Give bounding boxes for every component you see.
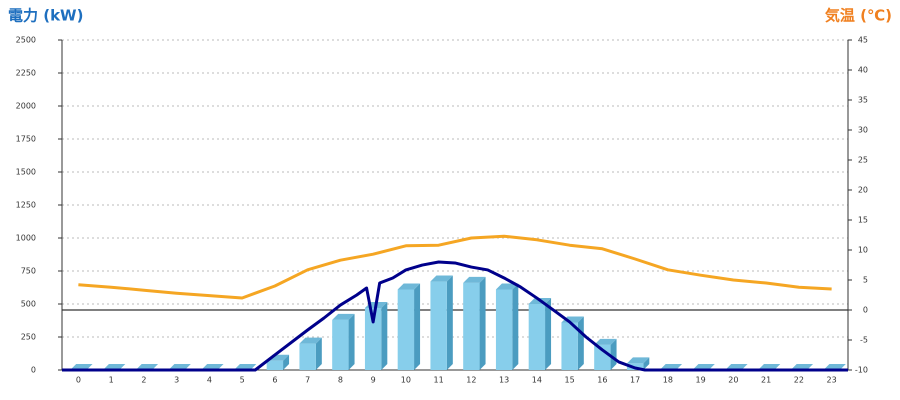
bar <box>528 304 546 370</box>
x-tick-label: 4 <box>207 376 212 385</box>
x-tick-label: 20 <box>728 376 738 385</box>
x-tick-label: 12 <box>466 376 476 385</box>
y-tick-label: 500 <box>21 300 36 309</box>
y-tick-label: 250 <box>21 333 36 342</box>
bar-side <box>545 298 552 370</box>
y-tick-label: 750 <box>21 267 36 276</box>
bar-side <box>414 283 421 370</box>
bar-side <box>381 301 388 370</box>
bar-top <box>430 275 453 282</box>
y-tick-label: 0 <box>31 366 36 375</box>
y-tick-label: 2000 <box>16 102 36 111</box>
bar-side <box>348 313 355 370</box>
y-tick-label: 2250 <box>16 69 36 78</box>
y-tick-label: 1750 <box>16 135 36 144</box>
x-tick-label: 14 <box>532 376 542 385</box>
bar-side <box>446 275 453 370</box>
bar-top <box>463 276 486 283</box>
y2-tick-label: 0 <box>863 306 868 315</box>
line <box>78 234 832 300</box>
y2-tick-label: 40 <box>858 66 868 75</box>
y2-tick-label: 30 <box>858 126 868 135</box>
x-tick-label: 11 <box>434 376 444 385</box>
bar <box>463 282 480 370</box>
bar-side <box>577 316 584 370</box>
x-tick-label: 2 <box>141 376 146 385</box>
x-tick-label: 23 <box>827 376 837 385</box>
x-tick-label: 1 <box>109 376 114 385</box>
y2-tick-label: 10 <box>858 246 868 255</box>
x-tick-label: 7 <box>305 376 310 385</box>
x-tick-label: 10 <box>401 376 411 385</box>
x-tick-label: 19 <box>696 376 706 385</box>
y2-tick-label: -10 <box>855 366 868 375</box>
x-tick-label: 6 <box>272 376 277 385</box>
y-axis-title: 電力 (kW) <box>8 7 83 25</box>
x-tick-label: 18 <box>663 376 673 385</box>
y2-tick-label: 35 <box>858 96 868 105</box>
y2-tick-label: 5 <box>863 276 868 285</box>
bar-side <box>610 338 617 370</box>
x-tick-label: 0 <box>76 376 81 385</box>
y-tick-label: 1250 <box>16 201 36 210</box>
bar-top <box>594 338 617 345</box>
x-tick-label: 13 <box>499 376 509 385</box>
y2-axis-title: 気温 (℃) <box>825 7 892 25</box>
x-tick-label: 17 <box>630 376 640 385</box>
y2-tick-label: -5 <box>860 336 868 345</box>
bar-top <box>626 357 650 364</box>
bar-top <box>495 283 519 290</box>
x-tick-label: 3 <box>174 376 179 385</box>
y2-tick-label: 15 <box>858 216 868 225</box>
y2-tick-label: 20 <box>858 186 868 195</box>
bar <box>364 307 382 370</box>
bar <box>430 281 447 370</box>
x-tick-label: 21 <box>761 376 771 385</box>
x-tick-label: 15 <box>565 376 575 385</box>
y-tick-label: 1500 <box>16 168 36 177</box>
y-tick-label: 1000 <box>16 234 36 243</box>
line <box>62 260 848 372</box>
bar <box>299 343 316 370</box>
bar <box>561 322 578 370</box>
bar <box>266 360 284 370</box>
y2-tick-label: 45 <box>858 36 868 45</box>
bar-side <box>512 283 519 370</box>
bar <box>495 289 513 370</box>
x-tick-label: 5 <box>240 376 245 385</box>
bar-top <box>299 337 322 344</box>
bar <box>332 319 349 370</box>
x-tick-label: 9 <box>371 376 376 385</box>
x-tick-label: 8 <box>338 376 343 385</box>
x-tick-label: 16 <box>597 376 607 385</box>
bar-side <box>283 354 290 370</box>
y-tick-label: 2500 <box>16 36 36 45</box>
y2-tick-label: 25 <box>858 156 868 165</box>
bar-top <box>332 313 355 320</box>
bar-side <box>643 357 650 370</box>
bar-top <box>397 283 421 290</box>
bar-side <box>479 276 486 370</box>
x-tick-label: 22 <box>794 376 804 385</box>
bar <box>397 289 415 370</box>
bar-side <box>315 337 322 370</box>
